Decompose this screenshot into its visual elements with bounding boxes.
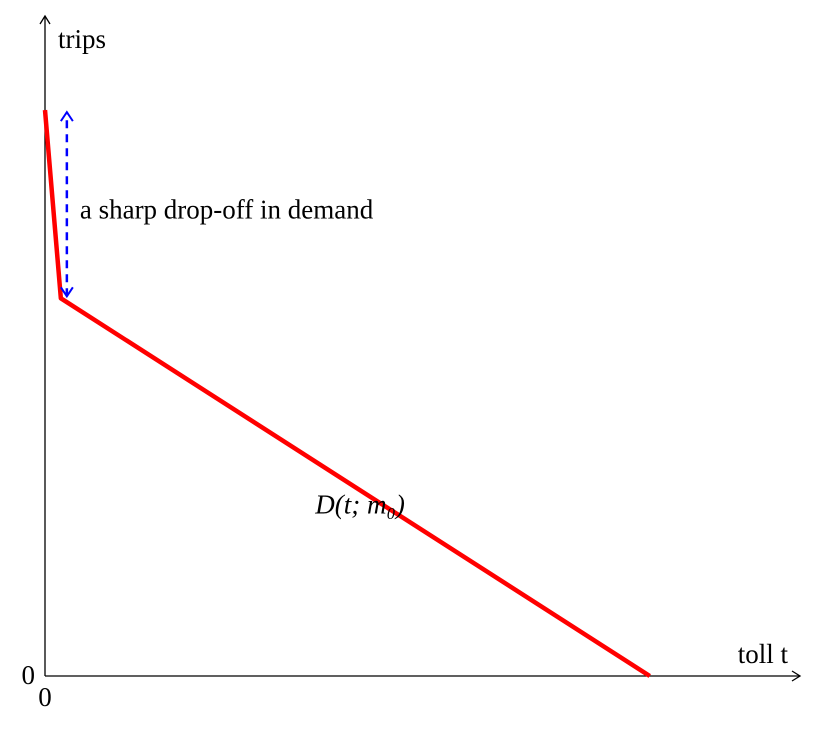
line — [42, 109, 651, 678]
annotation: a sharp drop-off in demand — [80, 194, 374, 224]
x-axis-label: toll t — [738, 639, 789, 669]
series-label: D(t; m₀) — [314, 489, 405, 519]
y-tick-label: 0 — [22, 660, 36, 690]
x-tick-label: 0 — [38, 682, 52, 712]
y-axis-label: trips — [58, 24, 106, 54]
